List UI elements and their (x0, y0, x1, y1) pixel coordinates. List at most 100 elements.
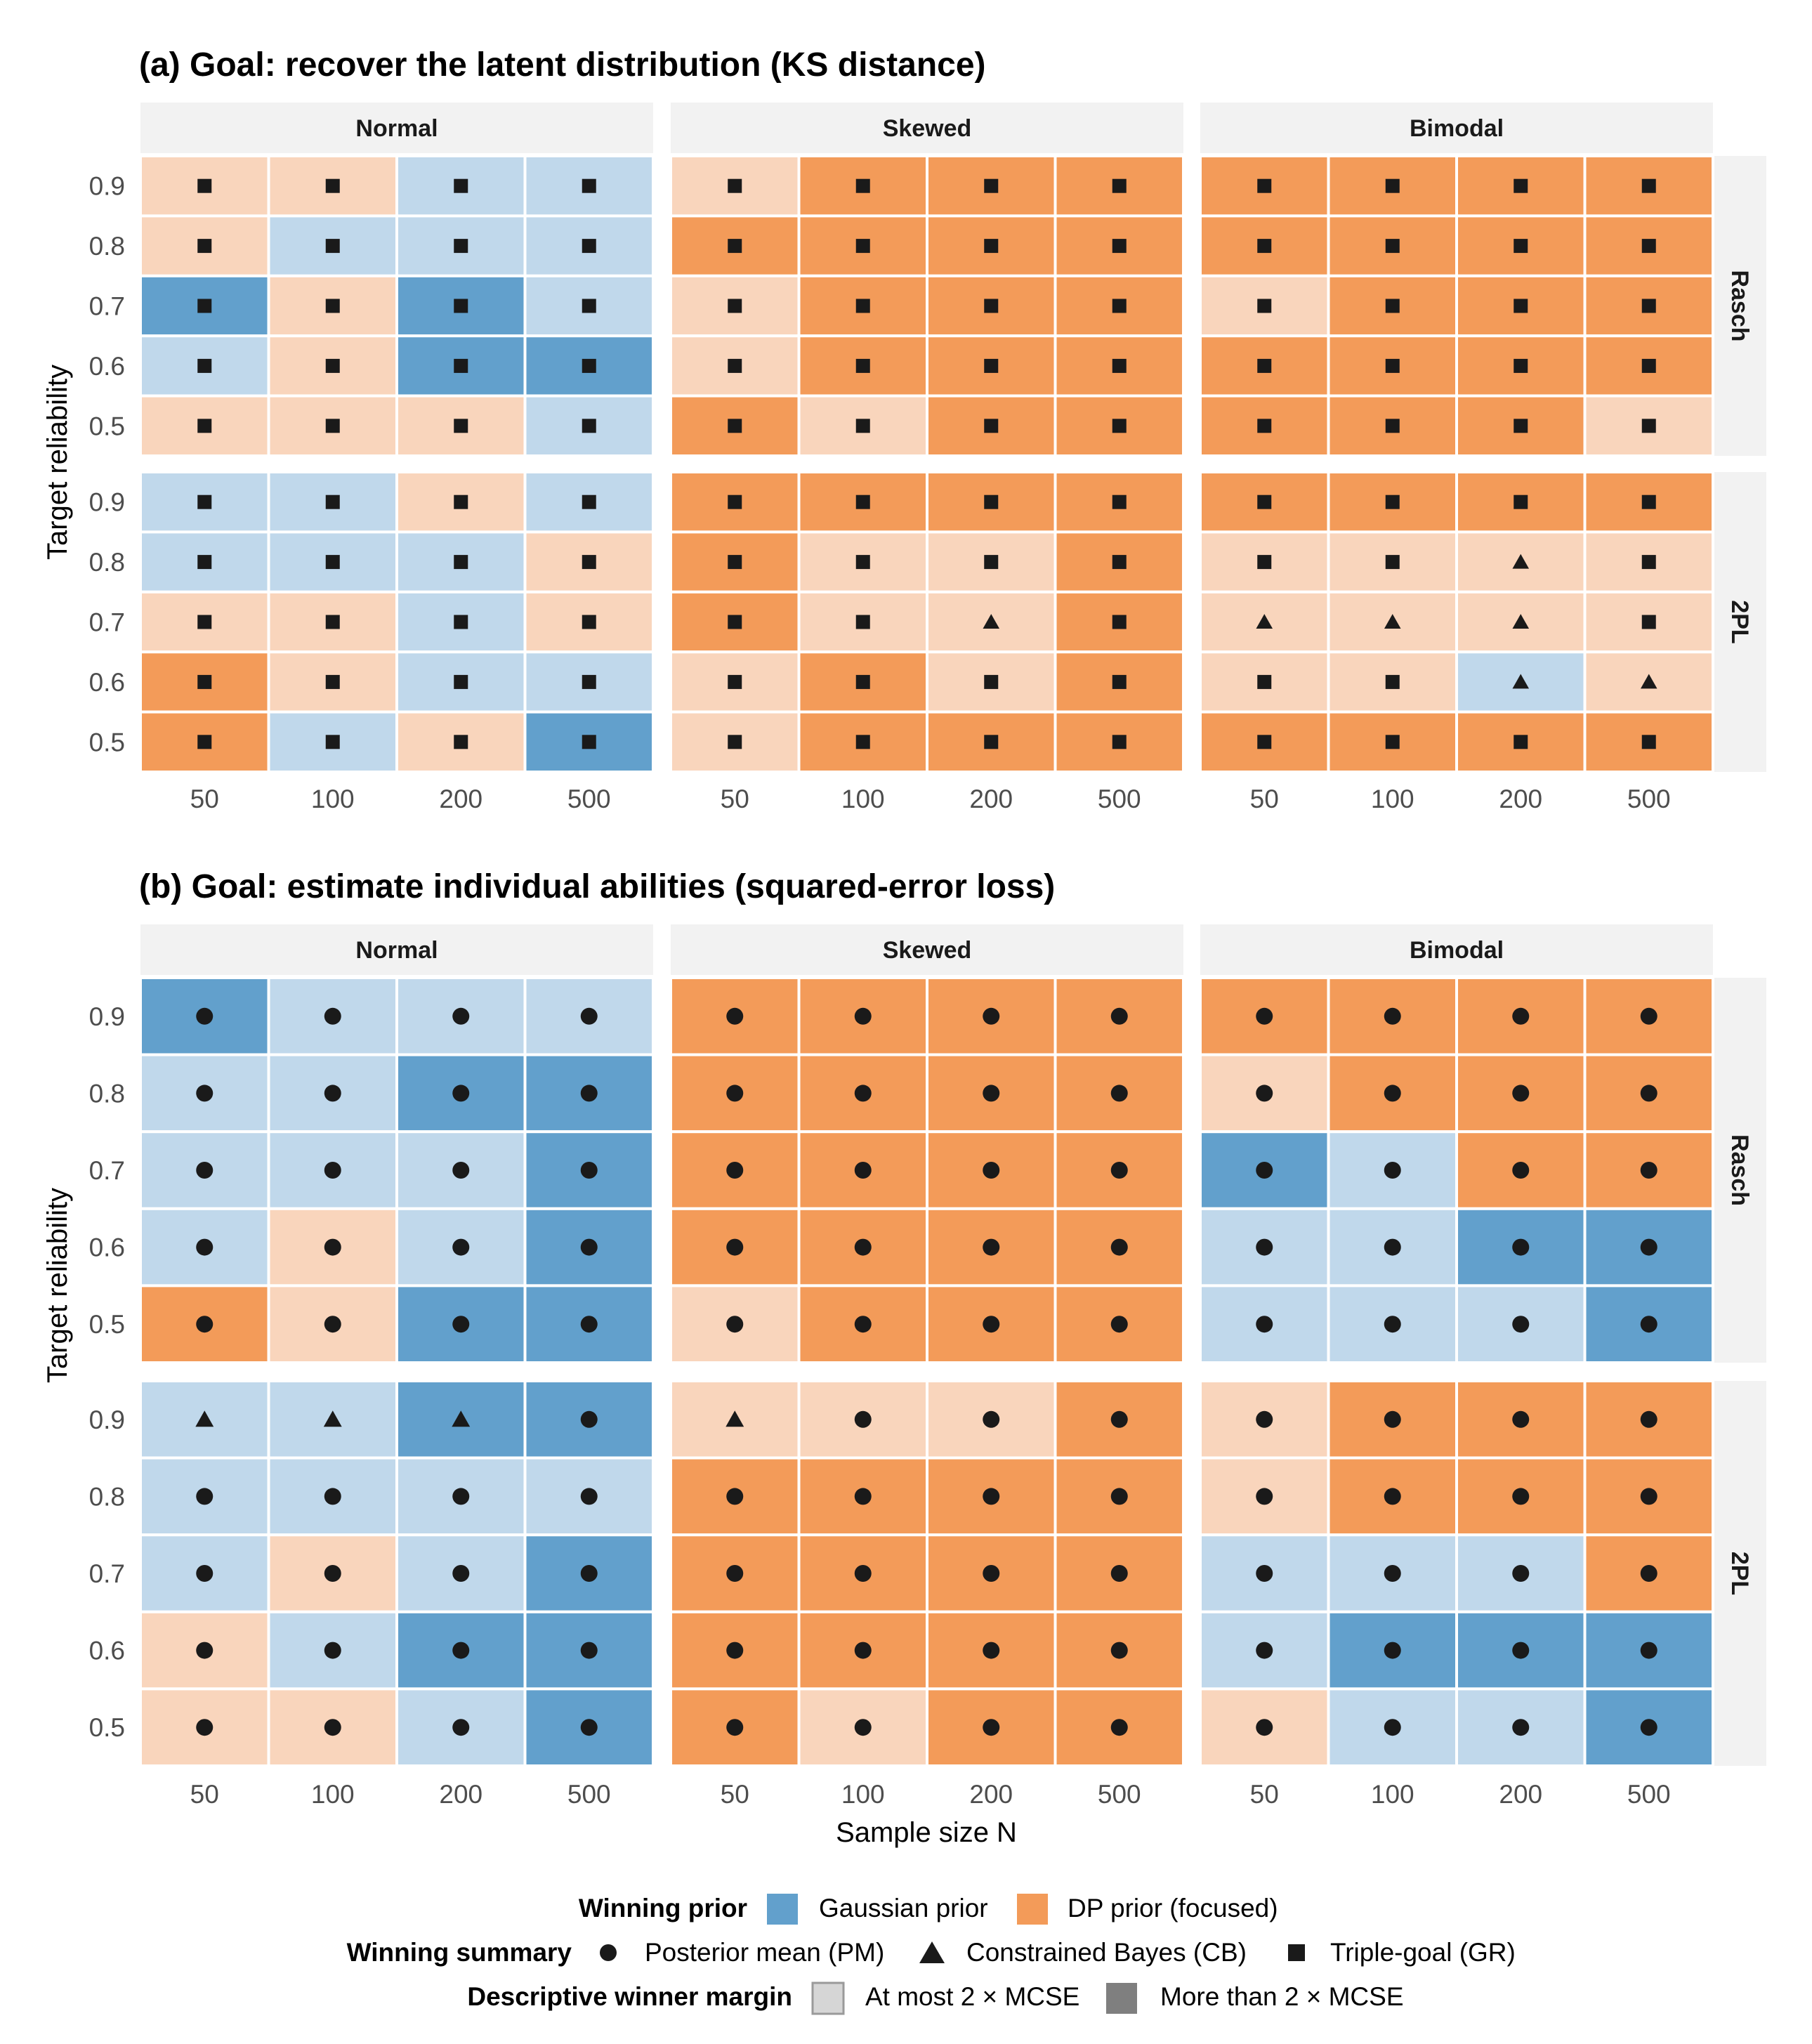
triple-goal-marker (1112, 615, 1127, 629)
posterior-mean-marker (854, 1162, 872, 1179)
posterior-mean-marker (983, 1238, 1000, 1256)
y-tick-label: 0.8 (89, 232, 125, 261)
posterior-mean-marker (1110, 1085, 1128, 1102)
triple-goal-marker (1641, 615, 1656, 629)
posterior-mean-marker (324, 1565, 341, 1582)
triple-goal-marker (1385, 178, 1400, 193)
posterior-mean-marker (1512, 1642, 1530, 1659)
triple-goal-marker (728, 615, 742, 629)
triple-goal-marker (1257, 735, 1272, 749)
triple-goal-marker (1112, 239, 1127, 254)
posterior-mean-marker (196, 1007, 214, 1025)
posterior-mean-marker (580, 1488, 598, 1505)
triple-goal-marker (454, 615, 468, 629)
triple-goal-marker (582, 299, 596, 313)
posterior-mean-marker (580, 1007, 598, 1025)
y-tick-label: 0.6 (89, 1637, 125, 1665)
triple-goal-marker (855, 735, 870, 749)
posterior-mean-marker (1256, 1410, 1273, 1428)
triple-goal-marker (984, 419, 999, 433)
triple-goal-marker (855, 178, 870, 193)
triple-goal-marker (1112, 735, 1127, 749)
posterior-mean-marker (1110, 1719, 1128, 1736)
triple-goal-marker (197, 735, 212, 749)
posterior-mean-marker (1384, 1642, 1401, 1659)
legend-dp-label: DP prior (focused) (1068, 1894, 1278, 1922)
x-tick-label: 50 (1250, 785, 1279, 813)
posterior-mean-marker (1256, 1488, 1273, 1505)
posterior-mean-marker (1640, 1162, 1657, 1179)
panel-b-cell-rasch-normal-r0.5-n200 (395, 1284, 527, 1365)
posterior-mean-marker (196, 1162, 214, 1179)
triple-goal-marker (728, 419, 742, 433)
panel-b-strip-normal (140, 924, 653, 975)
y-tick-label: 0.8 (89, 548, 125, 577)
triple-goal-marker (197, 178, 212, 193)
posterior-mean-marker (1384, 1085, 1401, 1102)
posterior-mean-marker (452, 1085, 470, 1102)
y-tick-label: 0.5 (89, 1310, 125, 1339)
y-tick-label: 0.8 (89, 1079, 125, 1108)
panel-b-cell-rasch-normal-r0.6-n100 (267, 1207, 398, 1288)
x-tick-label: 100 (841, 1780, 885, 1809)
constrained-bayes-marker (323, 1410, 342, 1427)
legend-summary-title: Winning summary (347, 1938, 572, 1967)
triple-goal-marker (1112, 358, 1127, 373)
panel-a-strip-rasch (1714, 156, 1766, 456)
posterior-mean-marker (983, 1642, 1000, 1659)
posterior-mean-marker (1384, 1162, 1401, 1179)
triple-goal-marker (984, 178, 999, 193)
triple-goal-marker (1112, 494, 1127, 509)
posterior-mean-marker (1256, 1316, 1273, 1333)
triple-goal-marker (582, 615, 596, 629)
posterior-mean-marker (1110, 1642, 1128, 1659)
triple-goal-marker (1257, 299, 1272, 313)
legend-margin-low-swatch (811, 1981, 845, 2015)
triple-goal-marker (325, 494, 340, 509)
panel-a-cell-2pl-normal-r0.5-n500 (523, 710, 655, 773)
constrained-bayes-marker (726, 1410, 744, 1427)
triple-goal-marker (1514, 419, 1528, 433)
posterior-mean-marker (1384, 1238, 1401, 1256)
legend-gr-label: Triple-goal (GR) (1330, 1938, 1516, 1967)
legend-pm-marker (600, 1944, 617, 1961)
triple-goal-marker (1514, 299, 1528, 313)
posterior-mean-marker (580, 1565, 598, 1582)
posterior-mean-marker (1110, 1316, 1128, 1333)
posterior-mean-marker (324, 1085, 341, 1102)
triple-goal-marker (1641, 555, 1656, 570)
x-tick-label: 200 (969, 1780, 1013, 1809)
x-tick-label: 50 (721, 1780, 749, 1809)
triple-goal-marker (855, 299, 870, 313)
triple-goal-marker (197, 674, 212, 689)
triple-goal-marker (1112, 419, 1127, 433)
triple-goal-marker (1112, 178, 1127, 193)
posterior-mean-marker (983, 1719, 1000, 1736)
triple-goal-marker (855, 239, 870, 254)
panel-a-strip-2pl (1714, 472, 1766, 772)
posterior-mean-marker (1512, 1085, 1530, 1102)
posterior-mean-marker (1640, 1238, 1657, 1256)
triple-goal-marker (325, 178, 340, 193)
posterior-mean-marker (1512, 1316, 1530, 1333)
y-tick-label: 0.7 (89, 1156, 125, 1185)
triple-goal-marker (1257, 419, 1272, 433)
x-tick-label: 100 (1371, 1780, 1414, 1809)
triple-goal-marker (1385, 299, 1400, 313)
posterior-mean-marker (854, 1642, 872, 1659)
posterior-mean-marker (1384, 1719, 1401, 1736)
legend-cb-marker (919, 1941, 945, 1963)
panel-a-strip-label-bimodal: Bimodal (1410, 115, 1504, 142)
triple-goal-marker (984, 674, 999, 689)
legend-margin-high-label: More than 2 × MCSE (1160, 1982, 1404, 2011)
panel-a-strip-label-rasch: Rasch (1726, 270, 1753, 341)
triple-goal-marker (855, 494, 870, 509)
triple-goal-marker (1385, 735, 1400, 749)
posterior-mean-marker (726, 1565, 744, 1582)
triple-goal-marker (325, 735, 340, 749)
posterior-mean-marker (726, 1085, 744, 1102)
x-tick-label: 50 (721, 785, 749, 813)
panel-a-strip-skewed (671, 103, 1183, 153)
legend-gaussian-label: Gaussian prior (819, 1894, 988, 1922)
